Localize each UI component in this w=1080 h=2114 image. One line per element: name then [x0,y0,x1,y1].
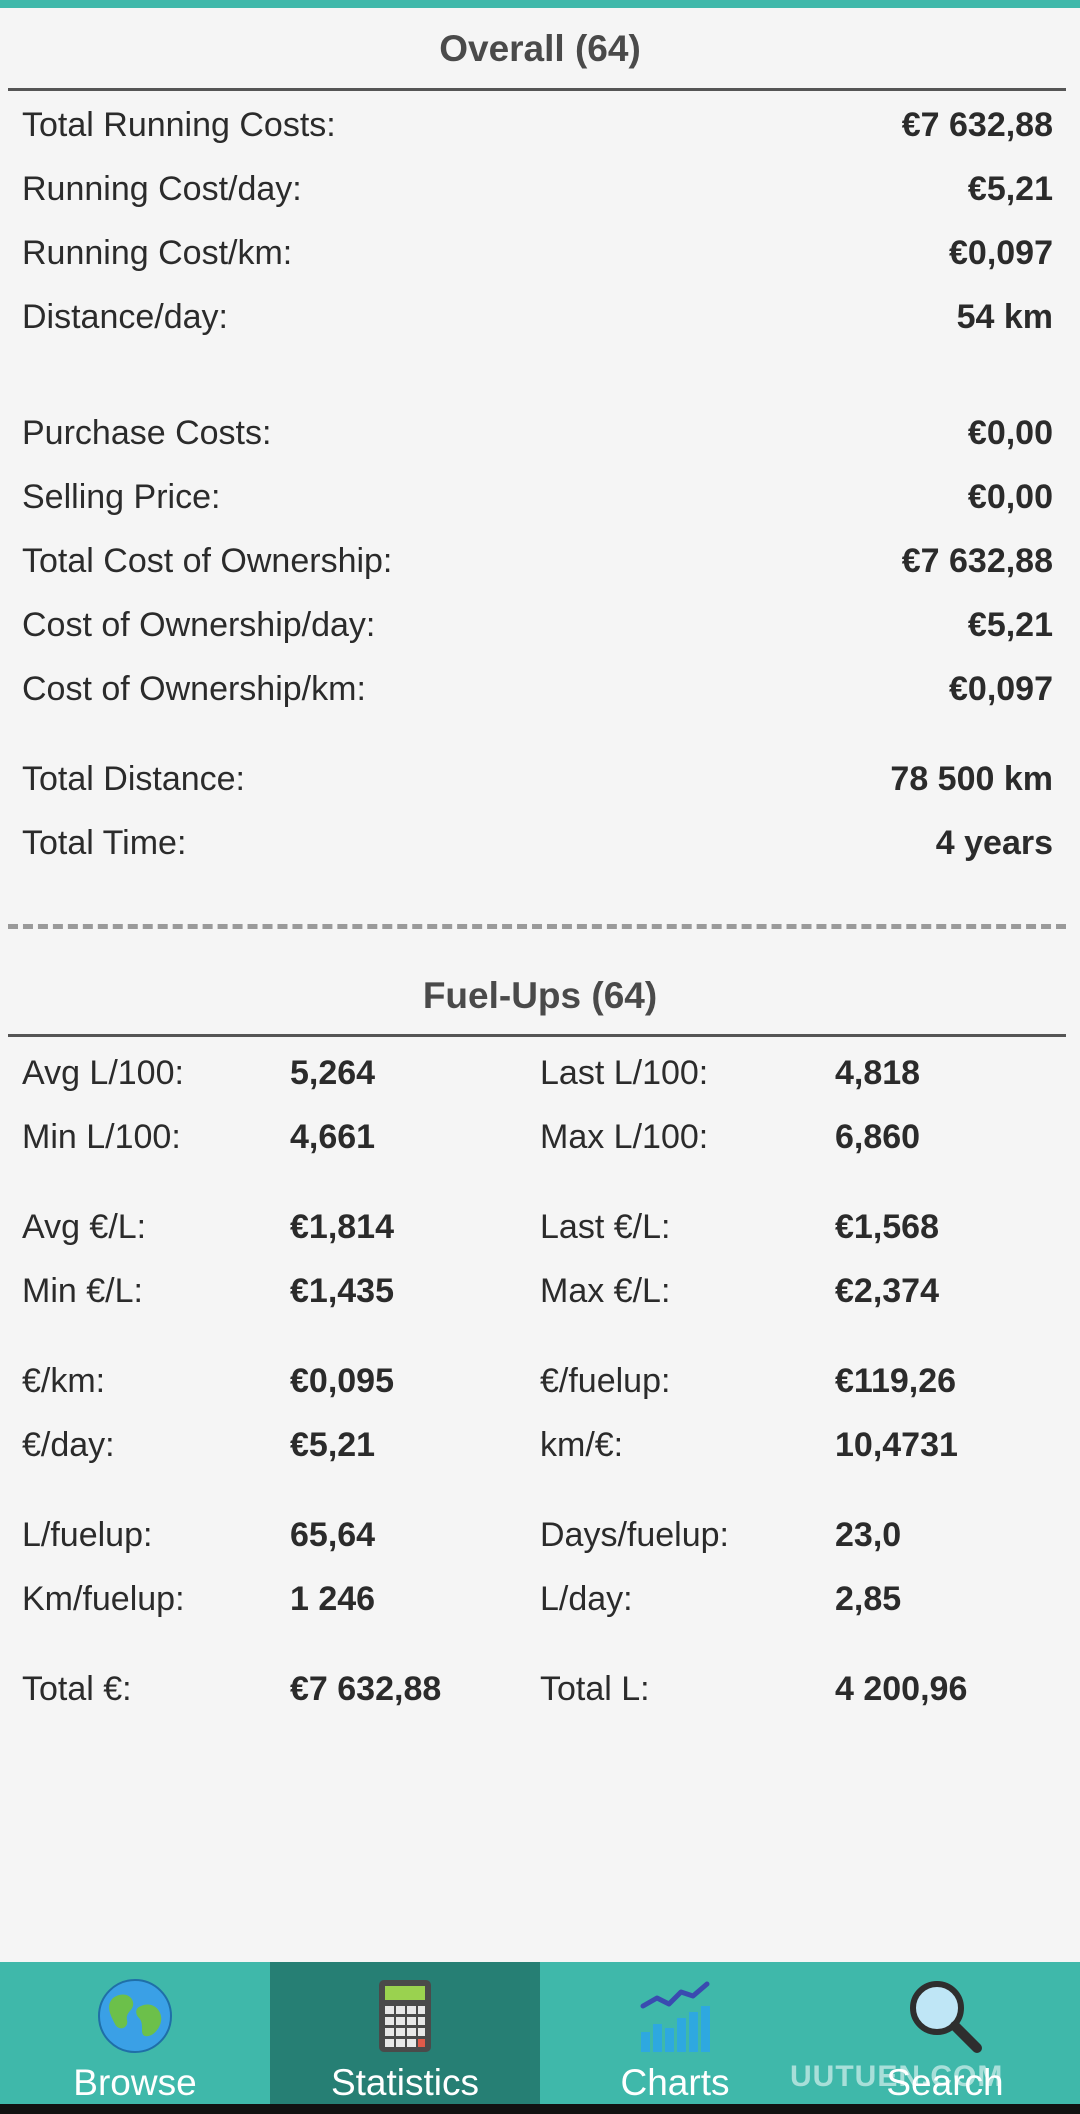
tab-browse[interactable]: Browse [0,1962,270,2114]
fuel-label: km/€: [540,1426,624,1464]
fuel-label: Avg €/L: [22,1208,147,1246]
stat-label: Purchase Costs: [22,414,272,452]
section-separator [8,924,1066,929]
stat-value: 78 500 km [890,760,1053,798]
fuel-value: €1,568 [835,1208,939,1246]
fuel-label: Last L/100: [540,1054,709,1092]
fuel-value: €5,21 [290,1426,376,1464]
fuel-value: €119,26 [835,1362,957,1400]
fuel-value: 6,860 [835,1118,921,1156]
fuel-value: 2,85 [835,1580,902,1618]
stat-row: Purchase Costs: €0,00 [0,414,1080,464]
fuel-label: Km/fuelup: [22,1580,185,1618]
fuel-value: €2,374 [835,1272,939,1310]
stat-label: Cost of Ownership/km: [22,670,366,708]
stat-row: Total Running Costs: €7 632,88 [0,106,1080,156]
watermark: UUTUEN.COM [790,2060,1004,2093]
fuel-value: 1 246 [290,1580,376,1618]
tab-search[interactable]: Search [810,1962,1080,2114]
fuel-label: L/fuelup: [22,1516,153,1554]
fuel-value: 4 200,96 [835,1670,968,1708]
fuel-label: Total L: [540,1670,650,1708]
stat-value: €7 632,88 [901,542,1053,580]
stat-row: Running Cost/km: €0,097 [0,234,1080,284]
stat-row: Total Time: 4 years [0,824,1080,874]
overall-title: Overall (64) [439,28,641,69]
fuel-value: 5,264 [290,1054,376,1092]
calculator-icon [379,1980,431,2052]
stat-value: €0,00 [967,478,1053,516]
fuel-value: €0,095 [290,1362,394,1400]
search-icon [910,1981,982,2053]
fuel-label: €/day: [22,1426,115,1464]
fuel-value: €7 632,88 [290,1670,442,1708]
stat-value: 4 years [935,824,1053,862]
stat-label: Total Time: [22,824,187,862]
fuel-label: L/day: [540,1580,633,1618]
tab-label: Search [886,2062,1004,2103]
stat-label: Total Cost of Ownership: [22,542,393,580]
tab-label: Browse [73,2062,197,2103]
stat-value: €7 632,88 [901,106,1053,144]
system-nav-bar [0,2104,1080,2114]
fuel-label: Min L/100: [22,1118,181,1156]
fuel-label: Max €/L: [540,1272,671,1310]
stat-label: Selling Price: [22,478,221,516]
bottom-tab-bar: Browse Statistics Charts [0,1962,1080,2114]
stat-label: Total Running Costs: [22,106,336,144]
top-accent-bar [0,0,1080,8]
stat-value: €5,21 [967,170,1053,208]
fuel-label: Days/fuelup: [540,1516,729,1554]
fuelups-title: Fuel-Ups (64) [422,975,658,1016]
fuel-label: €/fuelup: [540,1362,671,1400]
stat-label: Cost of Ownership/day: [22,606,376,644]
fuel-value: 65,64 [290,1516,376,1554]
fuel-value: 4,818 [835,1054,921,1092]
stat-value: €0,097 [949,670,1053,708]
stat-row: Cost of Ownership/km: €0,097 [0,670,1080,720]
chart-icon [640,1981,710,2052]
tab-statistics[interactable]: Statistics [270,1962,540,2114]
fuel-label: Max L/100: [540,1118,709,1156]
stat-row: Total Cost of Ownership: €7 632,88 [0,542,1080,592]
fuel-label: €/km: [22,1362,106,1400]
tab-label: Statistics [330,2062,480,2103]
stat-value: €0,00 [967,414,1053,452]
stat-row: Distance/day: 54 km [0,298,1080,348]
stat-label: Distance/day: [22,298,228,336]
globe-icon [98,1979,172,2053]
stat-value: €5,21 [967,606,1053,644]
tab-charts[interactable]: Charts [540,1962,810,2114]
stat-value: €0,097 [949,234,1053,272]
stat-row: Cost of Ownership/day: €5,21 [0,606,1080,656]
tab-label: Charts [620,2062,730,2103]
fuel-value: 10,4731 [835,1426,958,1464]
overall-divider [8,88,1066,91]
stat-label: Running Cost/km: [22,234,293,272]
fuelups-divider [8,1034,1066,1037]
fuel-value: €1,435 [290,1272,394,1310]
fuel-label: Min €/L: [22,1272,143,1310]
fuel-label: Avg L/100: [22,1054,184,1092]
stat-row: Selling Price: €0,00 [0,478,1080,528]
fuel-label: Last €/L: [540,1208,671,1246]
fuel-value: 4,661 [290,1118,376,1156]
fuel-value: €1,814 [290,1208,394,1246]
stat-label: Running Cost/day: [22,170,302,208]
stat-label: Total Distance: [22,760,245,798]
fuel-label: Total €: [22,1670,132,1708]
fuel-value: 23,0 [835,1516,902,1554]
stat-row: Running Cost/day: €5,21 [0,170,1080,220]
stat-row: Total Distance: 78 500 km [0,760,1080,810]
stat-value: 54 km [956,298,1053,336]
